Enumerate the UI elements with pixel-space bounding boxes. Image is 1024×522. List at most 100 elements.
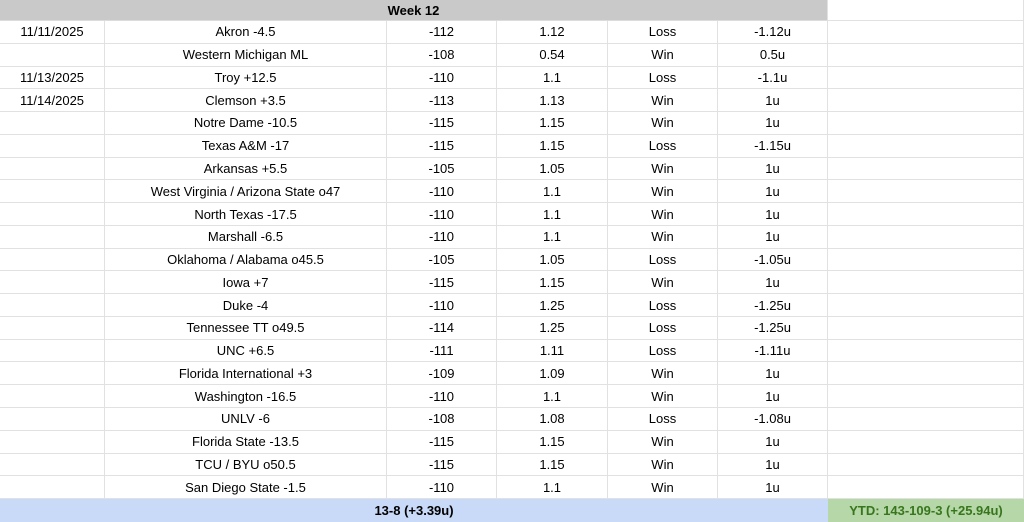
risk-cell[interactable]: 1.15	[497, 453, 608, 477]
result-cell[interactable]: Loss	[608, 248, 718, 272]
odds-cell[interactable]: -115	[387, 134, 497, 158]
risk-cell[interactable]: 1.12	[497, 21, 608, 44]
blank-cell[interactable]	[828, 203, 1024, 226]
risk-cell[interactable]: 1.15	[497, 271, 608, 295]
result-cell[interactable]: Win	[608, 180, 718, 204]
blank-cell[interactable]	[828, 294, 1024, 317]
blank-cell[interactable]	[828, 362, 1024, 386]
units-cell[interactable]: 1u	[718, 112, 828, 135]
risk-cell[interactable]: 0.54	[497, 43, 608, 67]
bet-cell[interactable]: San Diego State -1.5	[105, 476, 387, 500]
risk-cell[interactable]: 1.15	[497, 112, 608, 135]
odds-cell[interactable]: -105	[387, 157, 497, 181]
result-cell[interactable]: Win	[608, 89, 718, 113]
blank-cell[interactable]	[828, 476, 1024, 500]
odds-cell[interactable]: -110	[387, 225, 497, 249]
result-cell[interactable]: Loss	[608, 66, 718, 90]
blank-cell[interactable]	[828, 89, 1024, 113]
odds-cell[interactable]: -115	[387, 430, 497, 454]
odds-cell[interactable]: -112	[387, 21, 497, 44]
odds-cell[interactable]: -115	[387, 271, 497, 295]
bet-cell[interactable]: UNLV -6	[105, 408, 387, 431]
units-cell[interactable]: -1.05u	[718, 248, 828, 272]
result-cell[interactable]: Win	[608, 271, 718, 295]
bet-cell[interactable]: North Texas -17.5	[105, 203, 387, 226]
date-cell[interactable]	[0, 294, 105, 317]
bet-cell[interactable]: TCU / BYU o50.5	[105, 453, 387, 477]
result-cell[interactable]: Win	[608, 385, 718, 409]
blank-cell[interactable]	[828, 21, 1024, 44]
bet-cell[interactable]: Florida International +3	[105, 362, 387, 386]
blank-cell[interactable]	[828, 339, 1024, 363]
date-cell[interactable]	[0, 339, 105, 363]
units-cell[interactable]: 0.5u	[718, 43, 828, 67]
bet-cell[interactable]: UNC +6.5	[105, 339, 387, 363]
units-cell[interactable]: 1u	[718, 430, 828, 454]
risk-cell[interactable]: 1.1	[497, 180, 608, 204]
bet-cell[interactable]: Western Michigan ML	[105, 43, 387, 67]
bet-cell[interactable]: Tennessee TT o49.5	[105, 316, 387, 340]
blank-cell[interactable]	[828, 248, 1024, 272]
result-cell[interactable]: Win	[608, 453, 718, 477]
date-cell[interactable]: 11/14/2025	[0, 89, 105, 113]
result-cell[interactable]: Win	[608, 362, 718, 386]
risk-cell[interactable]: 1.1	[497, 66, 608, 90]
odds-cell[interactable]: -111	[387, 339, 497, 363]
result-cell[interactable]: Win	[608, 112, 718, 135]
risk-cell[interactable]: 1.15	[497, 430, 608, 454]
blank-cell[interactable]	[828, 157, 1024, 181]
blank-cell[interactable]	[828, 316, 1024, 340]
blank-cell[interactable]	[828, 43, 1024, 67]
result-cell[interactable]: Loss	[608, 316, 718, 340]
bet-cell[interactable]: Iowa +7	[105, 271, 387, 295]
odds-cell[interactable]: -115	[387, 112, 497, 135]
result-cell[interactable]: Win	[608, 43, 718, 67]
date-cell[interactable]	[0, 180, 105, 204]
result-cell[interactable]: Win	[608, 157, 718, 181]
odds-cell[interactable]: -108	[387, 408, 497, 431]
result-cell[interactable]: Loss	[608, 21, 718, 44]
units-cell[interactable]: -1.12u	[718, 21, 828, 44]
odds-cell[interactable]: -115	[387, 453, 497, 477]
date-cell[interactable]	[0, 385, 105, 409]
units-cell[interactable]: 1u	[718, 362, 828, 386]
bet-cell[interactable]: Marshall -6.5	[105, 225, 387, 249]
bet-cell[interactable]: Oklahoma / Alabama o45.5	[105, 248, 387, 272]
bet-cell[interactable]: Washington -16.5	[105, 385, 387, 409]
date-cell[interactable]	[0, 225, 105, 249]
odds-cell[interactable]: -110	[387, 66, 497, 90]
week-title-cell[interactable]: Week 12	[0, 0, 828, 21]
result-cell[interactable]: Win	[608, 203, 718, 226]
units-cell[interactable]: 1u	[718, 89, 828, 113]
result-cell[interactable]: Loss	[608, 294, 718, 317]
risk-cell[interactable]: 1.09	[497, 362, 608, 386]
bet-cell[interactable]: Duke -4	[105, 294, 387, 317]
result-cell[interactable]: Win	[608, 225, 718, 249]
odds-cell[interactable]: -110	[387, 294, 497, 317]
units-cell[interactable]: -1.1u	[718, 66, 828, 90]
blank-cell[interactable]	[828, 225, 1024, 249]
units-cell[interactable]: 1u	[718, 157, 828, 181]
blank-cell[interactable]	[828, 66, 1024, 90]
risk-cell[interactable]: 1.1	[497, 476, 608, 500]
units-cell[interactable]: 1u	[718, 385, 828, 409]
units-cell[interactable]: -1.11u	[718, 339, 828, 363]
blank-cell[interactable]	[828, 180, 1024, 204]
risk-cell[interactable]: 1.11	[497, 339, 608, 363]
units-cell[interactable]: -1.25u	[718, 316, 828, 340]
result-cell[interactable]: Loss	[608, 339, 718, 363]
week-record-cell[interactable]: 13-8 (+3.39u)	[0, 499, 828, 522]
date-cell[interactable]	[0, 134, 105, 158]
units-cell[interactable]: 1u	[718, 453, 828, 477]
bet-cell[interactable]: West Virginia / Arizona State o47	[105, 180, 387, 204]
risk-cell[interactable]: 1.1	[497, 203, 608, 226]
date-cell[interactable]	[0, 203, 105, 226]
odds-cell[interactable]: -109	[387, 362, 497, 386]
date-cell[interactable]	[0, 316, 105, 340]
risk-cell[interactable]: 1.1	[497, 385, 608, 409]
units-cell[interactable]: 1u	[718, 203, 828, 226]
date-cell[interactable]: 11/13/2025	[0, 66, 105, 90]
bet-cell[interactable]: Arkansas +5.5	[105, 157, 387, 181]
bet-cell[interactable]: Notre Dame -10.5	[105, 112, 387, 135]
units-cell[interactable]: 1u	[718, 180, 828, 204]
